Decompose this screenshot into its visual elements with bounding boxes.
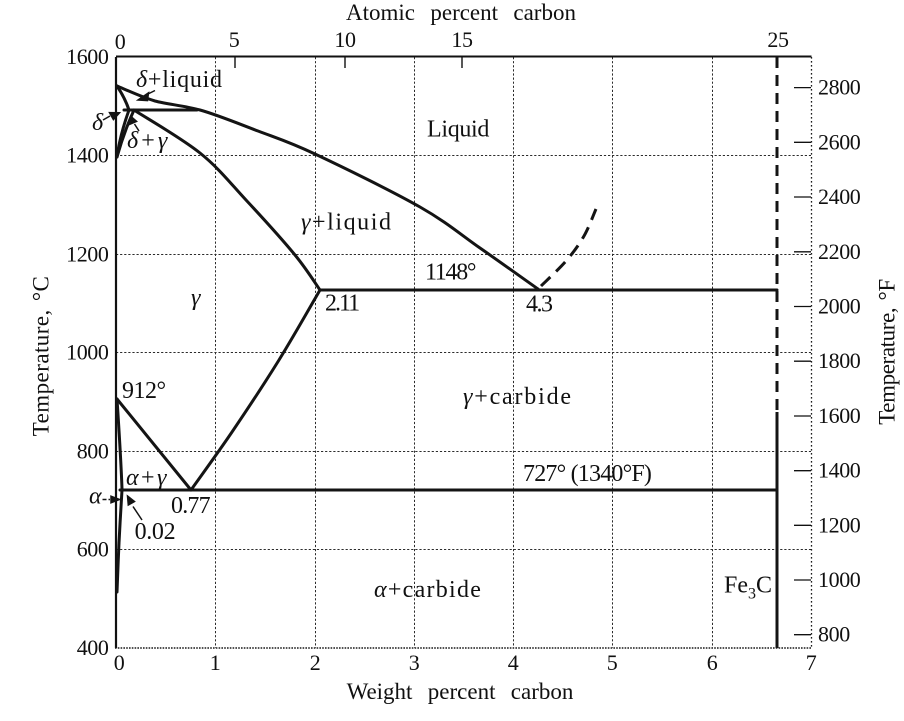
svg-text:δ: δ	[92, 110, 104, 136]
svg-text:7: 7	[806, 650, 817, 675]
svg-text:727° (1340°F): 727° (1340°F)	[523, 461, 651, 487]
svg-text:5: 5	[607, 650, 618, 675]
svg-text:4.3: 4.3	[526, 292, 553, 318]
svg-text:2200: 2200	[818, 239, 861, 264]
svg-text:25: 25	[767, 27, 789, 52]
svg-text:912°: 912°	[122, 378, 166, 404]
svg-text:Weight percent carbon: Weight percent carbon	[347, 679, 574, 704]
svg-text:2600: 2600	[818, 129, 861, 154]
svg-text:α+γ: α+γ	[126, 465, 169, 491]
svg-text:0: 0	[115, 29, 126, 54]
svg-text:2400: 2400	[818, 184, 861, 209]
svg-text:800: 800	[818, 622, 850, 647]
svg-text:Temperature, °C: Temperature, °C	[29, 276, 54, 437]
svg-text:Temperature, °F: Temperature, °F	[875, 279, 900, 425]
svg-text:10: 10	[334, 27, 356, 52]
svg-text:δ+γ: δ+γ	[127, 128, 170, 154]
svg-text:1200: 1200	[818, 512, 861, 537]
svg-text:1400: 1400	[818, 458, 861, 483]
svg-text:1200: 1200	[66, 242, 109, 267]
svg-text:2.11: 2.11	[325, 291, 359, 317]
svg-text:5: 5	[229, 27, 240, 52]
svg-text:γ+liquid: γ+liquid	[301, 210, 393, 236]
svg-text:6: 6	[707, 650, 718, 675]
svg-text:1600: 1600	[818, 403, 861, 428]
svg-text:2: 2	[310, 650, 321, 675]
svg-text:0: 0	[114, 650, 125, 675]
svg-text:400: 400	[77, 635, 109, 660]
svg-text:γ: γ	[191, 285, 201, 311]
svg-text:1600: 1600	[66, 44, 109, 69]
svg-text:1800: 1800	[818, 348, 861, 373]
svg-text:δ+liquid: δ+liquid	[136, 67, 223, 93]
svg-text:1: 1	[210, 650, 221, 675]
svg-text:800: 800	[77, 439, 109, 464]
svg-text:2000: 2000	[818, 294, 861, 319]
svg-text:2800: 2800	[818, 75, 861, 100]
svg-text:15: 15	[451, 27, 473, 52]
svg-text:4: 4	[508, 650, 519, 675]
svg-text:0.02: 0.02	[135, 519, 176, 545]
svg-text:1000: 1000	[818, 567, 861, 592]
svg-text:3: 3	[409, 650, 420, 675]
svg-text:1400: 1400	[66, 143, 109, 168]
svg-text:γ+carbide: γ+carbide	[463, 384, 573, 410]
svg-text:α: α	[89, 484, 102, 510]
svg-text:1000: 1000	[66, 340, 109, 365]
svg-text:1148°: 1148°	[425, 260, 476, 286]
svg-text:Fe3C: Fe3C	[724, 573, 772, 603]
svg-text:α+carbide: α+carbide	[374, 577, 482, 603]
svg-text:Liquid: Liquid	[427, 117, 489, 143]
svg-text:Atomic percent carbon: Atomic percent carbon	[346, 0, 576, 25]
svg-text:0.77: 0.77	[171, 493, 211, 519]
svg-text:600: 600	[77, 537, 109, 562]
